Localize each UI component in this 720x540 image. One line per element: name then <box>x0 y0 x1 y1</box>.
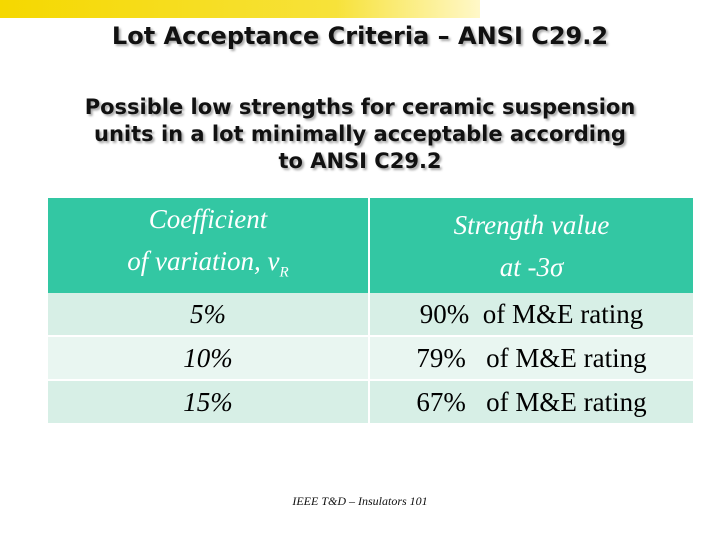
title: Lot Acceptance Criteria – ANSI C29.2 <box>111 22 609 50</box>
table-cell: 79% of M&E rating <box>368 335 693 381</box>
header-cell: Strength value at -3σ <box>368 198 693 294</box>
footer: IEEE T&D – Insulators 101 <box>292 494 428 508</box>
header-cell: Coefficient of variation, vR <box>48 198 369 294</box>
subtitle-line: to ANSI C29.2 <box>278 149 442 173</box>
table-cell: 10% <box>48 335 369 381</box>
header-row: Coefficient of variation, vR Strength va… <box>48 198 693 294</box>
table-cell: 5% <box>48 293 369 337</box>
table-cell: 15% <box>48 379 369 424</box>
table-cell: 90% of M&E rating <box>368 293 693 337</box>
table-body: 5% 90% of M&E rating 10% 79% of M&E rating 1… <box>48 293 693 424</box>
header-line: at -3σ <box>499 251 564 282</box>
subscript: R <box>279 264 289 281</box>
subtitle-line: Possible low strengths for ceramic suspe… <box>84 95 636 119</box>
table-row: 15% 67% of M&E rating <box>48 379 693 424</box>
header-line: of variation, vR <box>48 240 368 293</box>
header-line: Strength value <box>453 209 610 240</box>
header-text: of variation, v <box>127 246 280 276</box>
table-row: 10% 79% of M&E rating <box>48 335 693 381</box>
table-cell: 67% of M&E rating <box>368 379 693 424</box>
criteria-table: Coefficient of variation, vR Strength va… <box>48 198 693 424</box>
header-line: Coefficient <box>148 204 268 234</box>
accent-bar <box>0 0 480 18</box>
subtitle-line: units in a lot minimally acceptable acco… <box>94 122 626 146</box>
subtitle: Possible low strengths for ceramic suspe… <box>0 94 720 175</box>
table-row: 5% 90% of M&E rating <box>48 293 693 337</box>
